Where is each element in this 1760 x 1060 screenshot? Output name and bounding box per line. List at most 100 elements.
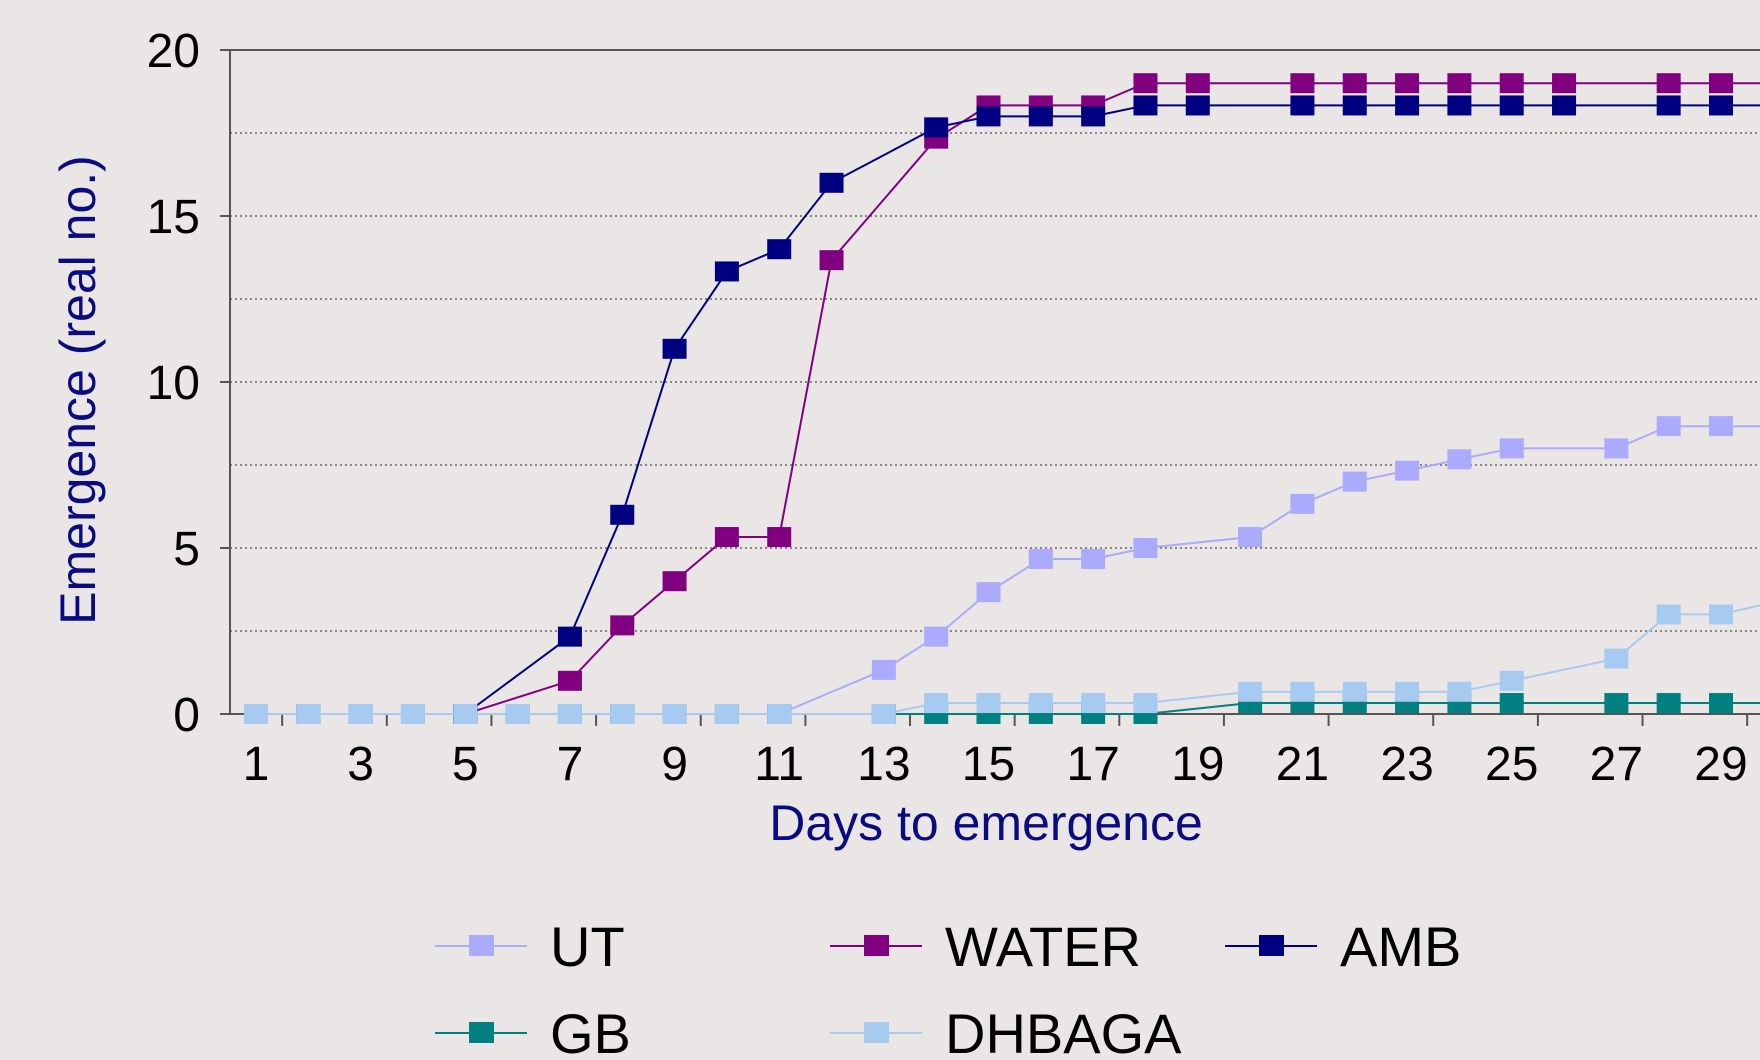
series-amb-marker [819,172,844,193]
series-amb-marker [976,106,1001,127]
x-tick-label: 23 [1380,738,1433,791]
series-dhbaga-marker [1081,693,1106,714]
legend-swatch-marker [469,1022,494,1043]
series-dhbaga-marker [1395,681,1420,702]
series-dhbaga-marker [400,704,425,724]
series-ut-marker [976,582,1001,603]
series-gb-marker [1499,693,1524,714]
x-tick-label: 5 [452,738,479,791]
series-amb-marker [1081,106,1106,127]
series-dhbaga-marker [1028,693,1053,714]
series-dhbaga-marker [976,693,1001,714]
series-amb-marker [1185,95,1210,116]
x-axis-title: Days to emergence [769,795,1203,851]
series-water [453,73,1760,724]
series-dhbaga-marker [557,704,582,724]
x-tick-label: 11 [754,738,804,791]
series-amb-marker [1709,95,1733,116]
y-tick-label: 5 [173,523,200,576]
legend-label-water: WATER [945,915,1141,978]
series-dhbaga-marker [1709,604,1733,625]
legend: UT WATER AMB GB DHBAGA [435,915,1461,1060]
series-water-marker [1709,73,1733,94]
series-amb-marker [662,338,687,359]
x-tick-label: 13 [857,738,910,791]
series-dhbaga-marker [1290,681,1315,702]
series-water-marker [1133,73,1158,94]
gridlines [230,132,1760,632]
series-dhbaga-marker [662,704,687,724]
x-tick-label: 15 [962,738,1015,791]
y-axis-title: Emergence (real no.) [50,155,106,625]
series-dhbaga-marker [610,704,635,724]
series-amb-line [464,104,1760,715]
legend-label-gb: GB [550,1002,631,1060]
series-amb-marker [1656,95,1681,116]
series-ut [244,416,1760,724]
series-ut-line [256,425,1760,715]
series-dhbaga-marker [296,704,321,724]
series-gb-marker [1656,693,1681,714]
series-water-marker [557,670,582,691]
series-dhbaga-marker [453,704,478,724]
series-dhbaga-marker [714,704,739,724]
legend-label-ut: UT [550,915,625,978]
legend-item-amb: AMB [1225,915,1461,978]
series-amb-marker [557,626,582,647]
x-tick-label: 19 [1171,738,1224,791]
series-dhbaga-marker [1238,681,1263,702]
x-tick-label: 25 [1485,738,1538,791]
series-amb-marker [1133,95,1158,116]
series-ut-marker [1656,416,1681,437]
series-amb-marker [1395,95,1420,116]
legend-item-water: WATER [830,915,1141,978]
series-gb-marker [1604,693,1629,714]
series-ut-marker [871,659,896,680]
series-dhbaga-marker [1133,693,1158,714]
legend-swatch-marker [864,1022,889,1043]
series-ut-marker [1133,538,1158,558]
series-ut-marker [1499,438,1524,459]
series-dhbaga-marker [348,704,373,724]
legend-label-dhbaga: DHBAGA [945,1002,1182,1060]
series-amb-marker [714,261,739,282]
x-tick-label: 21 [1276,738,1329,791]
x-tick-label: 17 [1066,738,1119,791]
series-water-marker [1185,73,1210,94]
x-tick-label: 3 [347,738,374,791]
y-tick-label: 0 [173,689,200,742]
series-water-marker [1395,73,1420,94]
series-amb-marker [1552,95,1577,116]
series-dhbaga-marker [1499,670,1524,691]
series-ut-marker [1447,449,1472,470]
series-ut-marker [1081,548,1106,569]
series-amb-marker [1028,106,1053,127]
series-dhbaga-marker [767,704,792,724]
x-tick-label: 7 [557,738,584,791]
series-ut-marker [1028,548,1053,569]
series-dhbaga-marker [1447,681,1472,702]
series-ut-marker [1709,416,1733,437]
legend-swatch-marker [864,935,889,956]
series-water-marker [714,527,739,548]
series-amb-marker [1342,95,1367,116]
series-layer [244,73,1760,724]
series-ut-marker [1290,493,1315,514]
axes [220,49,1760,726]
series-water-marker [1552,73,1577,94]
y-tick-label: 15 [147,191,200,244]
legend-swatch-marker [1259,935,1284,956]
series-dhbaga-marker [505,704,530,724]
series-amb-marker [1290,95,1315,116]
series-ut-marker [924,626,949,647]
series-water-marker [610,615,635,636]
series-water-marker [1342,73,1367,94]
series-dhbaga-marker [1656,604,1681,625]
series-dhbaga-marker [924,693,949,714]
series-dhbaga [244,604,1760,724]
series-water-marker [1499,73,1524,94]
legend-swatch-marker [469,935,494,956]
series-water-marker [1290,73,1315,94]
